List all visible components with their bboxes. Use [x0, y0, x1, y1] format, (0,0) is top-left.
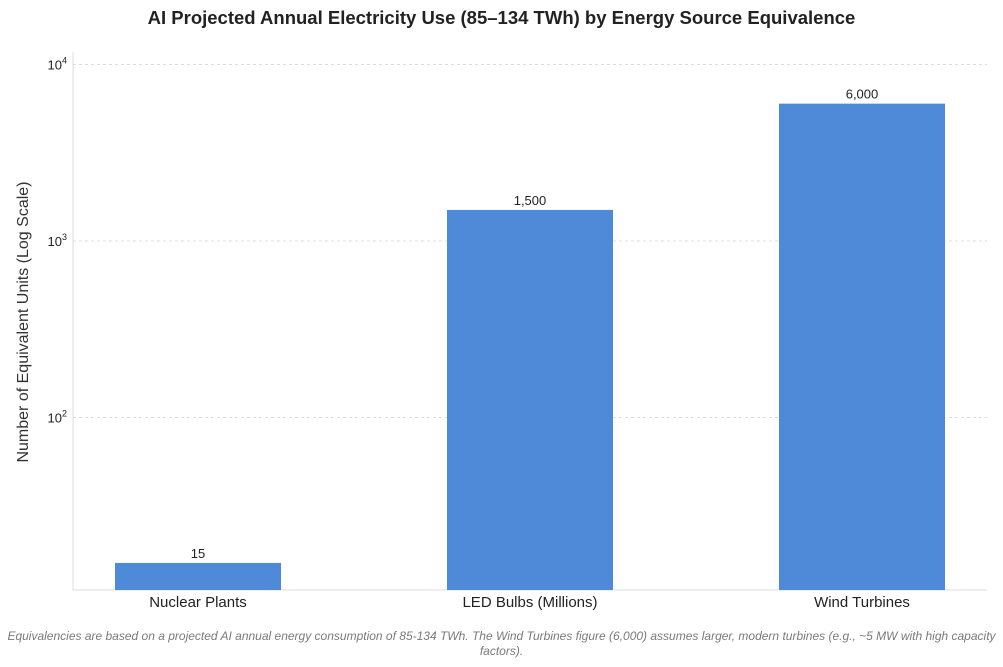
bar-0	[115, 562, 281, 590]
y-tick-labels: 102 103 104	[48, 56, 67, 426]
x-tick-labels: Nuclear Plants LED Bulbs (Millions) Wind T…	[149, 594, 910, 611]
bar-value-label-0: 15	[191, 546, 205, 561]
y-axis-label: Number of Equivalent Units (Log Scale)	[15, 181, 32, 462]
footnote: Equivalencies are based on a projected A…	[7, 629, 996, 658]
y-tick-label-2: 104	[48, 56, 67, 73]
x-tick-label-1: LED Bulbs (Millions)	[462, 594, 597, 611]
chart-title: AI Projected Annual Electricity Use (85–…	[147, 7, 856, 28]
x-tick-label-0: Nuclear Plants	[149, 594, 247, 611]
y-tick-label-0: 102	[48, 409, 67, 426]
bar-2	[779, 103, 945, 590]
bar-value-label-1: 1,500	[514, 193, 547, 208]
bar-value-labels: 15 1,500 6,000	[191, 87, 879, 561]
bars	[115, 103, 945, 590]
bar-value-label-2: 6,000	[846, 87, 879, 102]
y-tick-label-1: 103	[48, 232, 67, 249]
x-tick-label-2: Wind Turbines	[814, 594, 910, 611]
bar-1	[447, 209, 613, 590]
